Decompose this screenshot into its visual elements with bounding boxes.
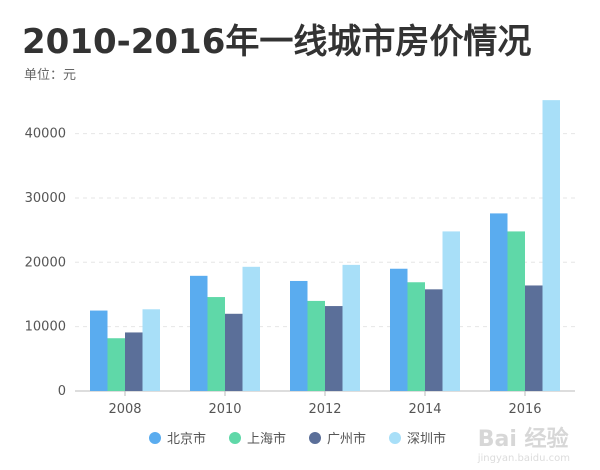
y-tick-label: 20000 bbox=[25, 255, 66, 270]
chart-title: 2010-2016年一线城市房价情况 bbox=[22, 22, 532, 62]
x-tick-label: 2010 bbox=[208, 402, 241, 417]
bar bbox=[390, 268, 408, 391]
bar bbox=[342, 264, 360, 391]
legend-marker bbox=[229, 432, 241, 444]
bar bbox=[425, 289, 443, 391]
bar bbox=[225, 313, 243, 391]
bar bbox=[142, 309, 160, 391]
legend-marker bbox=[309, 432, 321, 444]
legend-marker bbox=[149, 432, 161, 444]
watermark-text: Bai 经验 bbox=[477, 427, 569, 452]
bar bbox=[490, 213, 508, 391]
x-tick-label: 2016 bbox=[508, 402, 541, 417]
bar bbox=[207, 297, 225, 391]
bar bbox=[242, 266, 260, 391]
bar bbox=[525, 285, 543, 391]
watermark-logo: Bai 经验 jingyan.baidu.com bbox=[478, 421, 570, 464]
x-tick-label: 2008 bbox=[108, 402, 141, 417]
x-tick-label: 2014 bbox=[408, 402, 441, 417]
legend-label: 上海市 bbox=[247, 431, 286, 447]
y-tick-label: 30000 bbox=[25, 191, 66, 206]
legend-marker bbox=[389, 432, 401, 444]
chart-unit-label: 单位：元 bbox=[24, 68, 77, 83]
y-tick-label: 0 bbox=[58, 384, 66, 399]
bar bbox=[442, 231, 460, 391]
bar bbox=[325, 306, 343, 391]
legend-label: 深圳市 bbox=[407, 431, 446, 447]
bar bbox=[407, 282, 425, 391]
bar bbox=[125, 332, 143, 391]
y-tick-label: 40000 bbox=[25, 127, 66, 142]
bar bbox=[190, 275, 208, 391]
bar bbox=[542, 100, 560, 391]
watermark-subtext: jingyan.baidu.com bbox=[477, 453, 570, 464]
legend-label: 北京市 bbox=[167, 431, 206, 447]
legend-label: 广州市 bbox=[327, 431, 366, 447]
bar bbox=[307, 300, 325, 391]
bar bbox=[90, 310, 108, 391]
x-tick-label: 2012 bbox=[308, 402, 341, 417]
bar bbox=[507, 231, 525, 391]
bar bbox=[290, 280, 308, 391]
y-tick-label: 10000 bbox=[25, 320, 66, 335]
bar bbox=[107, 338, 125, 391]
